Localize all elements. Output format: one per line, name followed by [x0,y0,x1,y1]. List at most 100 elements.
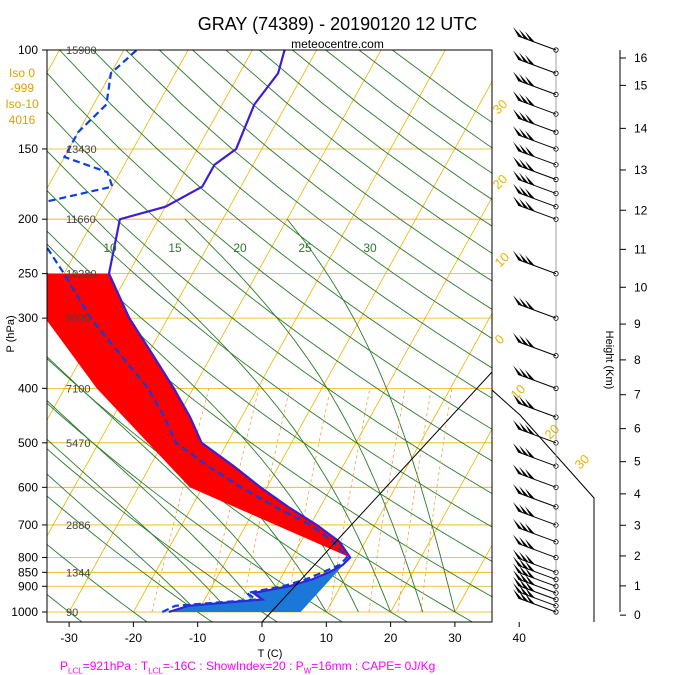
dry-adiabat-line [59,50,492,399]
wind-barb-pennant [519,551,529,563]
geopotential-label: 2886 [66,520,90,532]
dry-adiabat-line [47,402,344,622]
y-tick-label: 850 [18,565,38,579]
y-tick-label: 400 [18,381,38,395]
x-tick-label: 40 [513,631,527,645]
wind-barb-pennant [519,172,529,184]
y-tick-label: 250 [18,267,38,281]
boundary-line [491,380,595,622]
dewpoint-line [47,50,349,613]
wind-barb-pennant [513,534,523,546]
isotherm-label: 0 [492,331,508,347]
wind-barb-pennant [513,443,523,454]
height-axis-label: Height (Km) [603,331,615,390]
wind-barb-pennant [525,468,535,480]
wind-barb-staff [517,80,557,95]
wind-barb-pennant [513,141,523,153]
height-tick-label: 6 [634,422,641,436]
geopotential-label: 7100 [66,383,90,395]
footer-indices: PLCL=921hPa : TLCL=-16C : ShowIndex=20 :… [60,659,436,675]
chart-title: GRAY (74389) - 20190120 12 UTC [197,14,478,34]
dry-adiabat-line [47,72,492,430]
geopotential-label: 1344 [66,567,90,579]
plot-frame [46,49,493,623]
wind-barb-pennant [525,255,535,266]
height-tick-label: 2 [634,549,641,563]
wind-barb-pennant [513,464,523,476]
wind-barb-pennant [519,185,529,197]
x-tick-label: -30 [60,631,78,645]
wind-barb-pennant [513,250,523,262]
wind-barb-pennant [525,538,535,550]
adiabat-label: 10 [103,241,117,255]
wind-barb-pennant [525,593,535,605]
wind-barb-pennant [525,160,535,172]
wind-barb-staff [517,99,557,115]
wind-barb-pennant [519,536,529,548]
wind-barb-pennant [525,506,535,518]
wind-barb-pennant [519,198,529,210]
isotherm-line [325,312,492,613]
wind-barb-pennant [525,174,535,186]
dry-adiabat-line [192,50,492,282]
footer-pw: =16mm : CAPE= 0J/Kg [311,659,436,673]
iso0-label: Iso 0 [8,66,35,80]
isotherm-line [261,196,492,613]
wind-barb-pennant [525,113,535,125]
wind-barb-pennant [525,580,535,592]
height-tick-label: 4 [634,487,641,501]
wind-barb-pennant [525,424,535,436]
wind-barb-staff [517,165,557,180]
source-label: meteocentre.com [291,37,384,51]
wind-barb-staff [517,578,557,594]
moist-adiabat-line [47,438,231,613]
wind-barb-pennant [513,109,523,120]
wind-barb-pennant [513,501,523,513]
axes-layer: -30 -20 -10 0 10 20 30 40T (C)10015020025030040… [5,43,648,660]
wind-barb-pennant [525,523,535,534]
x-tick-label: 10 [320,631,334,645]
mixing-ratio-line [240,388,291,613]
wind-barb-staff [517,510,557,526]
height-tick-label: 9 [634,317,641,331]
height-tick-label: 7 [634,388,641,402]
dry-adiabat-line [47,150,492,495]
moist-adiabat-line [47,400,263,613]
x-tick-label: 30 [448,631,462,645]
wind-barb-staff [517,597,557,613]
wind-barb-staff [517,543,557,559]
y-axis-label: P (hPa) [5,315,17,352]
height-tick-label: 13 [634,163,648,177]
wind-barb-pennant [519,572,529,583]
wind-barb-pennant [519,422,529,433]
wind-barb-pennant [519,128,529,139]
wind-barb-staff [517,134,557,150]
wind-barb-staff [517,591,557,607]
isotherm-label: 30 [572,451,593,472]
wind-barb-pennant [513,196,523,207]
wind-barb-pennant [519,73,529,85]
wind-barb-pennant [513,556,523,568]
geopotential-label: 5470 [66,438,90,450]
wind-barb-staff [517,35,557,51]
height-tick-label: 10 [634,280,648,294]
wind-barb-staff [517,527,557,543]
wind-barb-staff [517,58,557,74]
moist-adiabat-line [47,473,199,613]
iso10-label: Iso-10 [5,97,39,111]
wind-barb-pennant [513,483,523,495]
wind-barb-pennant [519,558,529,570]
geopotential-label: 9090 [66,313,90,325]
y-tick-label: 800 [18,551,38,565]
wind-barb-pennant [513,183,523,195]
y-tick-label: 600 [18,480,38,494]
y-tick-label: 200 [18,212,38,226]
isotherm-line [68,50,382,613]
wind-station-dot [553,70,559,76]
wind-barb-staff [517,150,557,166]
wind-layer [513,27,559,615]
wind-barb-staff [517,492,557,508]
wind-barb-pennant [519,29,529,40]
wind-barb-staff [517,451,557,467]
footer-rest: : ShowIndex=20 : P [199,659,304,673]
